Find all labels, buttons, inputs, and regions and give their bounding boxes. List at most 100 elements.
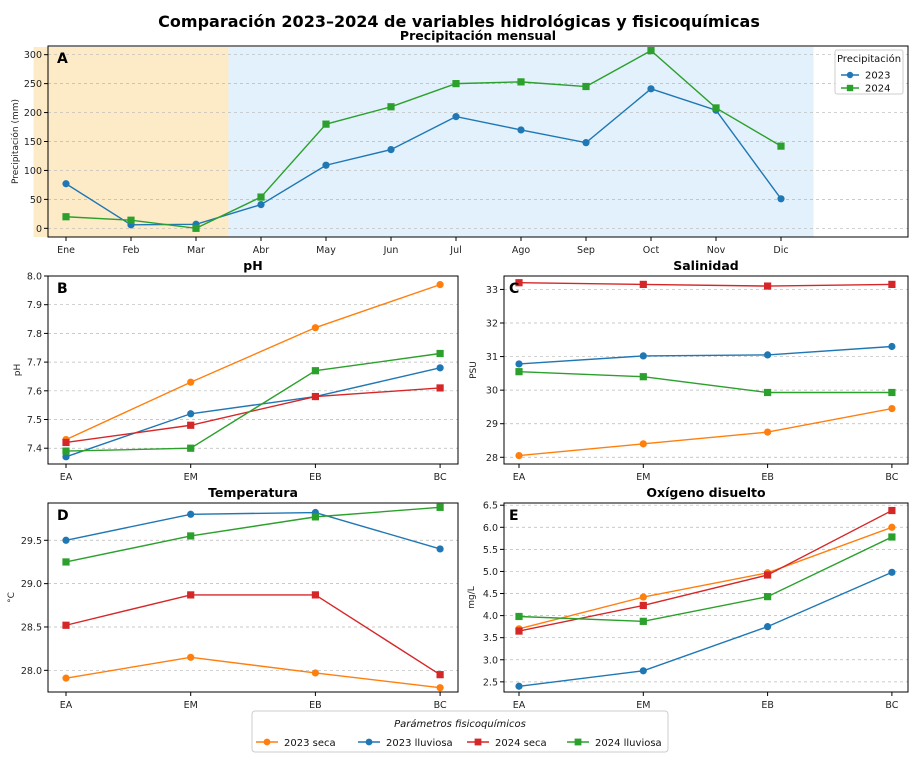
y-tick-label: 250 — [24, 79, 42, 90]
y-tick-label: 2.5 — [483, 677, 498, 688]
legend-marker — [474, 738, 482, 746]
data-point — [639, 440, 647, 448]
data-point — [582, 82, 590, 91]
data-point — [322, 161, 330, 169]
series-line-2 — [65, 387, 441, 444]
data-point — [387, 103, 395, 111]
plot-frame — [503, 502, 909, 693]
y-tick-label: 29.0 — [21, 579, 42, 590]
data-point — [311, 513, 319, 521]
series-line-2 — [518, 509, 893, 632]
legend-entry: 2024 seca — [495, 738, 547, 749]
y-tick-label: 33 — [486, 285, 498, 296]
panel-title: Precipitación mensual — [400, 28, 556, 43]
data-point — [62, 536, 70, 544]
data-point — [647, 85, 655, 93]
data-point — [515, 279, 523, 287]
x-tick-label: Dic — [773, 245, 788, 256]
data-point — [639, 352, 647, 360]
data-point — [436, 384, 444, 392]
x-tick-label: Sep — [577, 245, 595, 256]
data-point — [62, 621, 70, 629]
data-point — [764, 428, 772, 436]
y-tick-label: 8.0 — [27, 272, 42, 283]
series-line-2 — [518, 282, 892, 287]
y-tick-label: 28.5 — [21, 622, 42, 633]
data-point — [639, 593, 647, 601]
data-point — [257, 193, 265, 201]
y-tick-label: 7.9 — [27, 300, 42, 311]
data-point — [764, 571, 772, 579]
data-point — [764, 593, 772, 601]
legend-entry: 2024 — [865, 84, 890, 95]
data-point — [187, 378, 195, 386]
x-tick-label: Ene — [57, 245, 75, 256]
legend-marker — [574, 738, 582, 746]
data-point — [187, 410, 195, 418]
y-tick-label: 200 — [24, 108, 42, 119]
legend-entry: 2023 — [865, 71, 890, 82]
figure-legend-frame — [251, 710, 669, 753]
panel-dissolved-oxygen: 2.5 3.0 3.5 4.0 4.5 5.0 5.5 6.0 6.5 EA EM EB BC Oxíge… — [467, 485, 909, 711]
data-point — [639, 601, 647, 610]
series-line-3 — [65, 506, 441, 563]
y-axis-label: Precipitación (mm) — [10, 99, 21, 184]
figure-title: Comparación 2023–2024 de variables hidro… — [158, 12, 760, 31]
y-axis-label: pH — [13, 364, 23, 376]
data-point — [311, 367, 319, 375]
y-tick-label: 150 — [24, 137, 42, 148]
data-point — [436, 671, 444, 679]
data-point — [187, 421, 195, 429]
series-line-1 — [65, 367, 441, 458]
x-tick-label: BC — [434, 700, 447, 711]
y-tick-label: 6.0 — [483, 523, 498, 534]
data-point — [322, 120, 330, 128]
panel-title: Temperatura — [208, 485, 298, 500]
x-tick-label: EM — [636, 472, 650, 483]
y-tick-label: 50 — [30, 195, 42, 206]
y-tick-label: 29 — [486, 419, 498, 430]
legend-marker — [846, 84, 854, 92]
y-tick-label: 7.6 — [27, 386, 42, 397]
data-point — [62, 447, 70, 455]
y-tick-label: 3.5 — [483, 633, 498, 644]
data-point — [452, 113, 460, 121]
y-tick-label: 3.0 — [483, 655, 498, 666]
plot-frame — [47, 275, 459, 465]
y-tick-label: 6.5 — [483, 501, 498, 512]
x-tick-label: Ago — [512, 245, 531, 256]
data-point — [639, 280, 647, 288]
y-tick-label: 32 — [486, 319, 498, 330]
series-line-0 — [65, 283, 441, 441]
data-point — [888, 342, 896, 351]
x-tick-label: EA — [60, 472, 73, 483]
series-line-3 — [518, 536, 893, 623]
y-tick-label: 100 — [24, 166, 42, 177]
y-tick-label: 31 — [486, 352, 498, 363]
legend-marker — [846, 71, 854, 79]
legend-title: Precipitación — [837, 53, 901, 65]
series-line-1 — [65, 511, 441, 550]
x-tick-label: Mar — [187, 245, 205, 256]
panel-letter: C — [509, 281, 519, 297]
data-point — [62, 180, 70, 188]
data-point — [639, 373, 647, 381]
y-axis-label: °C — [7, 592, 17, 603]
data-point — [888, 280, 896, 288]
legend-entry: 2023 lluviosa — [386, 738, 453, 749]
y-tick-label: 7.8 — [27, 329, 42, 340]
data-point — [515, 360, 523, 368]
data-point — [777, 142, 785, 150]
data-point — [888, 388, 896, 397]
data-point — [712, 104, 720, 112]
data-point — [311, 591, 319, 599]
y-tick-label: 4.5 — [483, 589, 498, 600]
data-point — [311, 669, 319, 677]
data-point — [187, 653, 195, 661]
data-point — [62, 213, 70, 221]
x-tick-label: EM — [636, 700, 650, 711]
data-point — [436, 364, 444, 372]
data-point — [62, 453, 70, 461]
series-line-0 — [65, 656, 441, 689]
